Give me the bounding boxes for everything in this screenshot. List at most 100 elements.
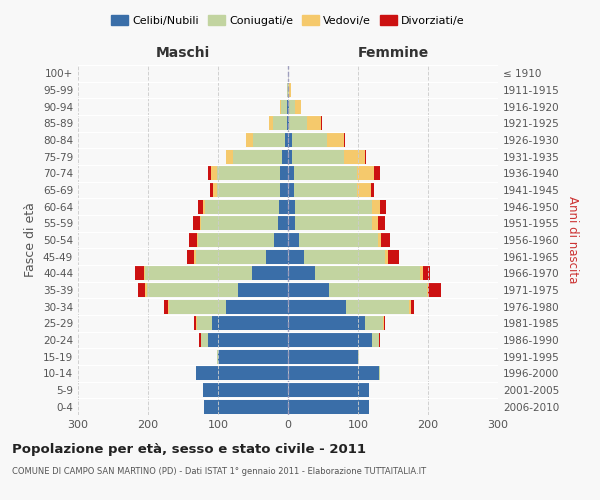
Bar	[321, 116, 322, 130]
Bar	[379, 333, 380, 347]
Bar	[164, 300, 167, 314]
Text: Popolazione per età, sesso e stato civile - 2011: Popolazione per età, sesso e stato civil…	[12, 442, 366, 456]
Bar	[187, 250, 194, 264]
Bar	[372, 216, 377, 230]
Bar	[136, 266, 144, 280]
Bar	[388, 250, 398, 264]
Bar	[280, 166, 288, 180]
Bar	[194, 250, 196, 264]
Bar	[288, 216, 295, 230]
Bar	[279, 200, 288, 214]
Bar	[293, 166, 356, 180]
Bar	[212, 316, 288, 330]
Bar	[284, 133, 288, 147]
Bar	[356, 166, 374, 180]
Bar	[410, 300, 414, 314]
Bar	[385, 250, 388, 264]
Bar	[419, 266, 423, 280]
Bar	[208, 166, 211, 180]
Bar	[427, 283, 428, 297]
Bar	[167, 300, 169, 314]
Bar	[288, 366, 379, 380]
Bar	[217, 350, 218, 364]
Bar	[384, 316, 385, 330]
Bar	[226, 150, 233, 164]
Bar	[146, 283, 238, 297]
Bar	[423, 266, 430, 280]
Bar	[200, 333, 208, 347]
Bar	[217, 183, 280, 197]
Bar	[288, 266, 314, 280]
Bar	[288, 250, 304, 264]
Bar	[288, 150, 292, 164]
Bar	[251, 266, 288, 280]
Bar	[238, 283, 288, 297]
Bar	[280, 100, 281, 114]
Bar	[428, 283, 440, 297]
Bar	[292, 133, 326, 147]
Bar	[203, 383, 288, 397]
Bar	[380, 200, 386, 214]
Bar	[196, 250, 266, 264]
Bar	[356, 183, 371, 197]
Bar	[196, 316, 197, 330]
Bar	[288, 133, 292, 147]
Bar	[372, 333, 379, 347]
Text: Femmine: Femmine	[358, 46, 428, 60]
Bar	[295, 200, 372, 214]
Bar	[287, 100, 288, 114]
Bar	[379, 366, 380, 380]
Bar	[287, 116, 288, 130]
Bar	[208, 333, 288, 347]
Bar	[201, 216, 278, 230]
Bar	[198, 200, 203, 214]
Bar	[233, 150, 283, 164]
Bar	[199, 333, 200, 347]
Bar	[169, 300, 226, 314]
Bar	[266, 250, 288, 264]
Bar	[288, 316, 365, 330]
Bar	[292, 150, 344, 164]
Bar	[288, 300, 346, 314]
Bar	[288, 183, 293, 197]
Bar	[194, 316, 196, 330]
Bar	[246, 133, 253, 147]
Bar	[289, 116, 307, 130]
Bar	[344, 133, 346, 147]
Bar	[346, 300, 409, 314]
Bar	[381, 233, 389, 247]
Bar	[200, 216, 201, 230]
Bar	[204, 400, 288, 414]
Bar	[307, 116, 321, 130]
Bar	[344, 150, 365, 164]
Bar	[218, 350, 288, 364]
Bar	[299, 233, 377, 247]
Bar	[365, 316, 383, 330]
Bar	[358, 350, 359, 364]
Bar	[288, 83, 289, 97]
Bar	[272, 116, 287, 130]
Bar	[295, 216, 372, 230]
Bar	[281, 100, 287, 114]
Bar	[288, 350, 358, 364]
Bar	[138, 283, 145, 297]
Bar	[288, 200, 295, 214]
Text: Maschi: Maschi	[156, 46, 210, 60]
Bar	[288, 400, 368, 414]
Bar	[203, 200, 205, 214]
Bar	[383, 316, 384, 330]
Bar	[209, 183, 213, 197]
Bar	[409, 300, 410, 314]
Bar	[289, 83, 291, 97]
Bar	[288, 166, 293, 180]
Y-axis label: Anni di nascita: Anni di nascita	[566, 196, 579, 284]
Bar	[365, 150, 367, 164]
Bar	[197, 233, 199, 247]
Bar	[287, 83, 288, 97]
Bar	[288, 383, 368, 397]
Bar	[188, 233, 197, 247]
Bar	[283, 150, 288, 164]
Bar	[288, 283, 329, 297]
Bar	[372, 200, 380, 214]
Bar	[196, 366, 288, 380]
